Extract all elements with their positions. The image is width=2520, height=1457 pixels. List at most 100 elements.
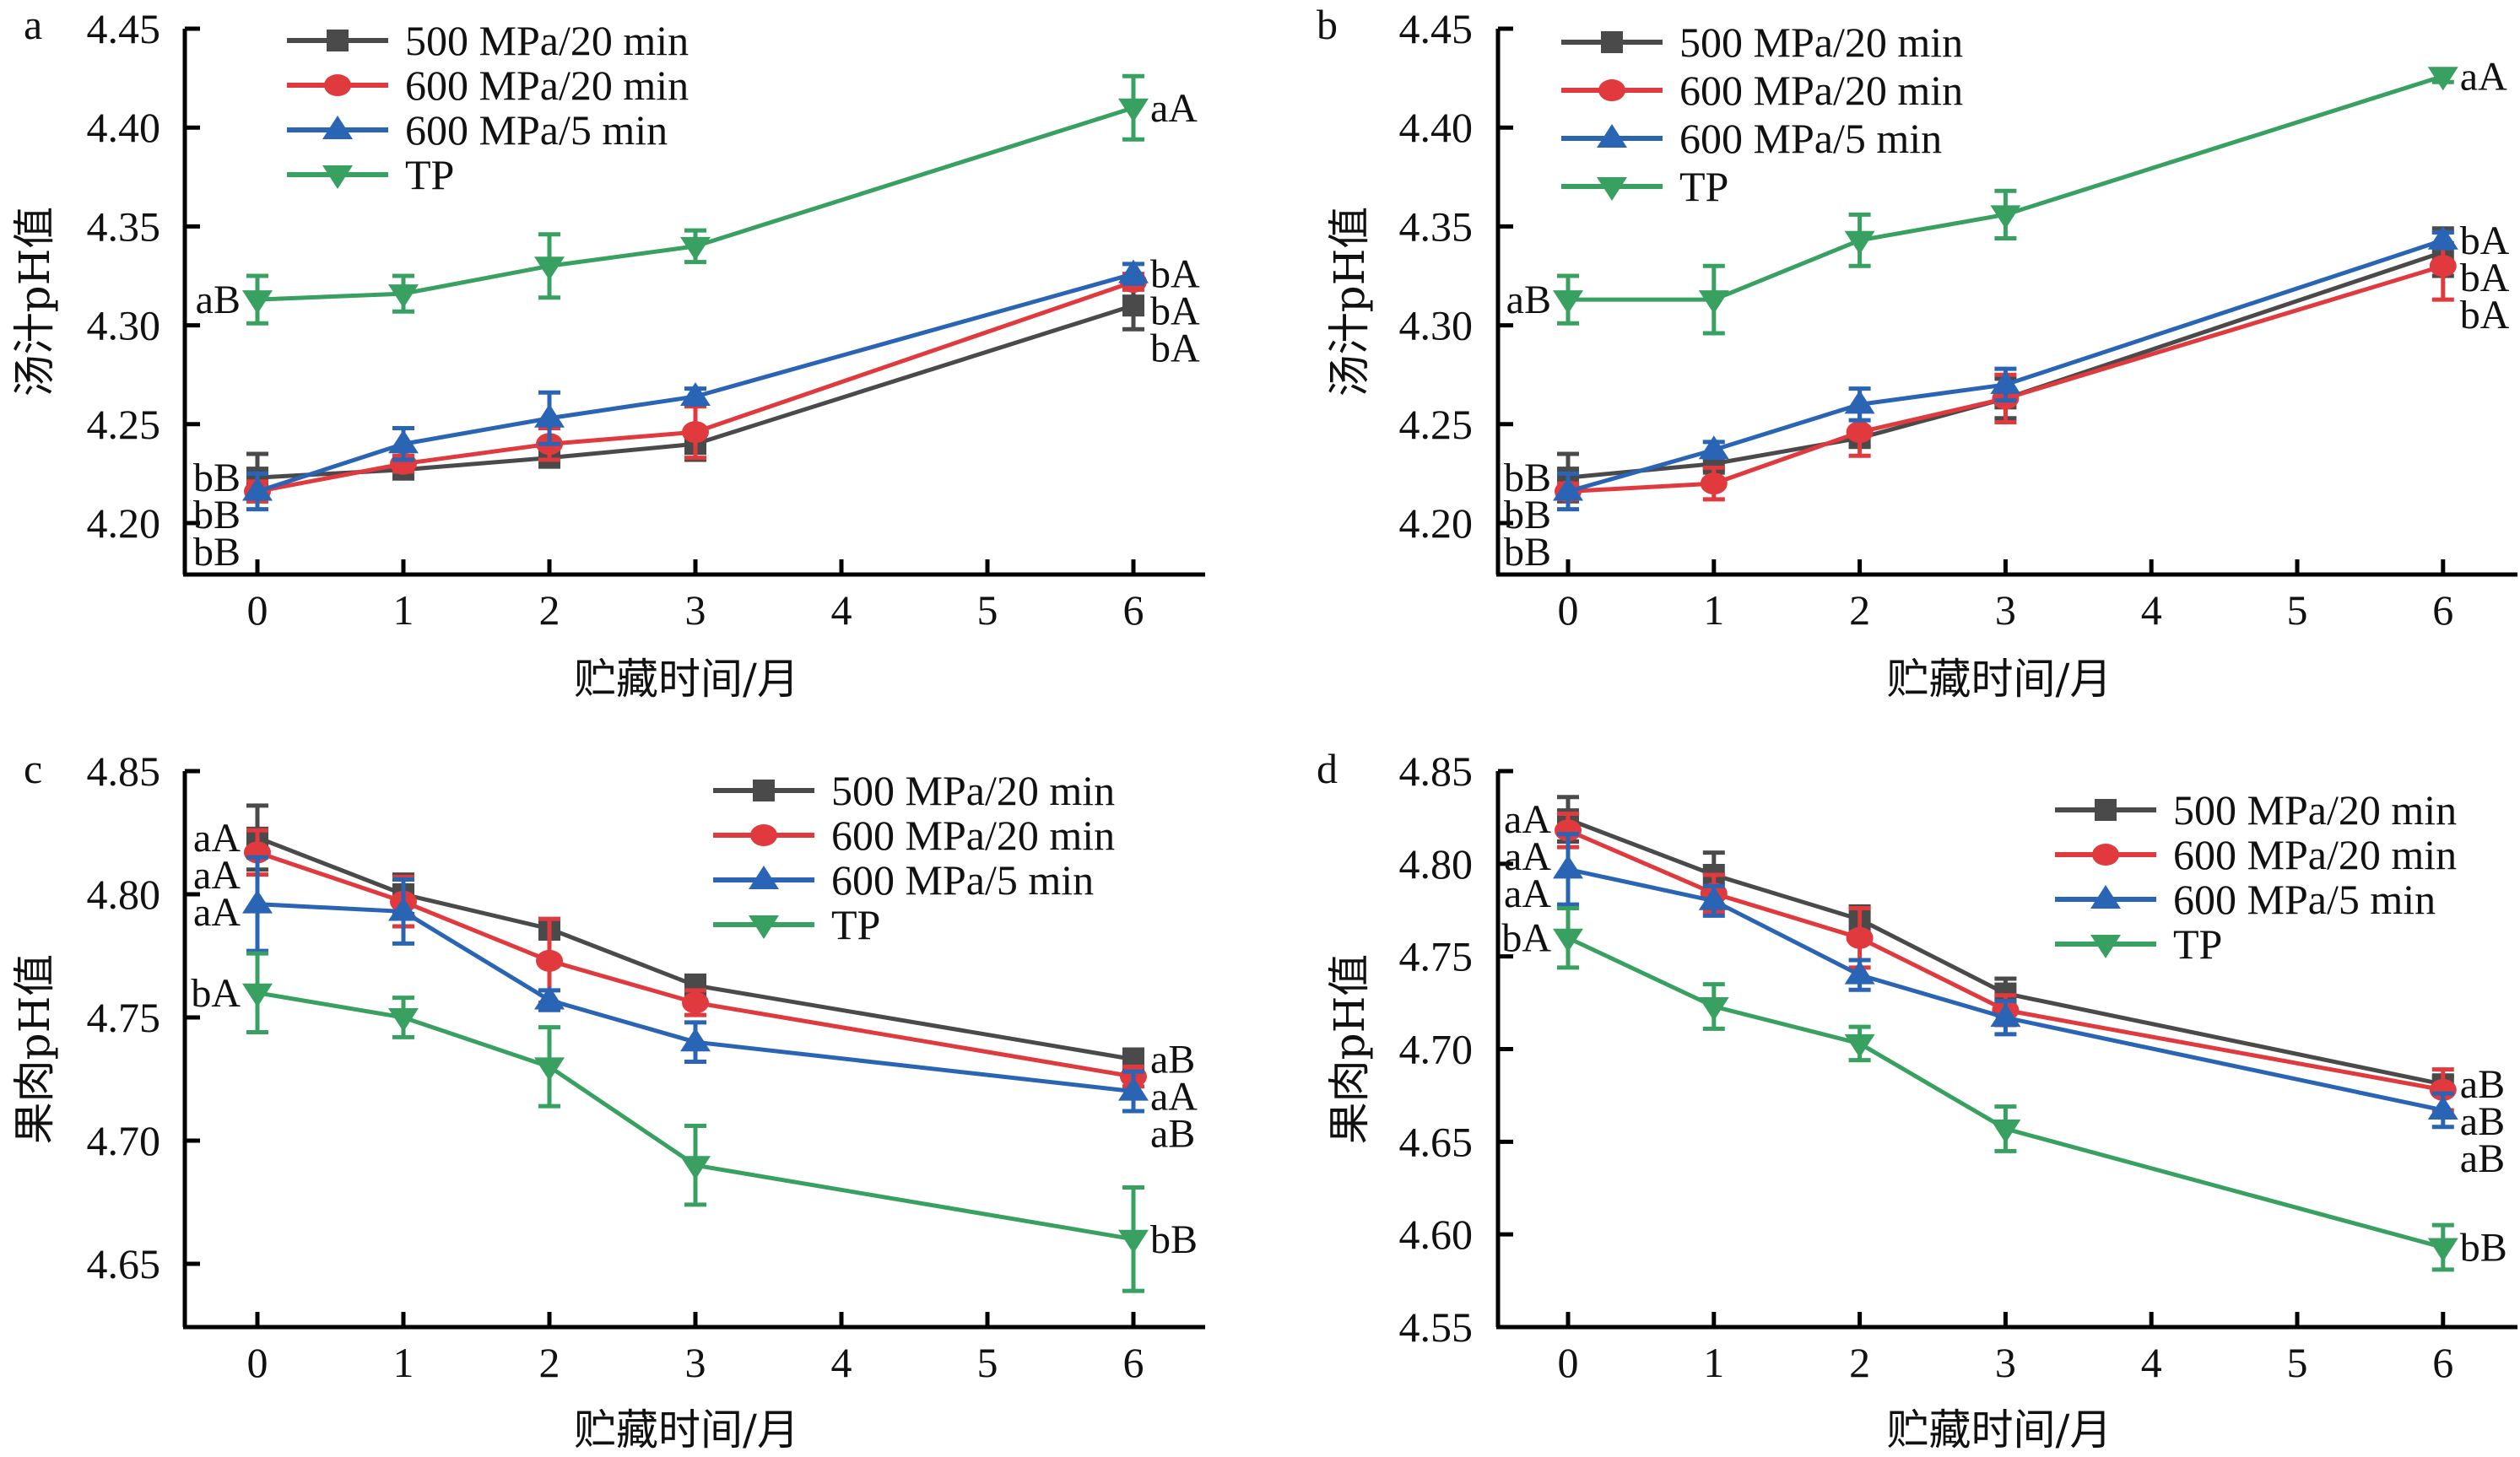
panel-letter: c [24, 745, 42, 792]
legend-marker [322, 165, 353, 189]
significance-label: bB [193, 530, 241, 575]
panel-letter: b [1317, 1, 1338, 48]
significance-label: bB [193, 456, 241, 500]
legend-marker [750, 824, 777, 846]
data-point [2429, 255, 2457, 278]
data-point [680, 236, 711, 261]
significance-label: aA [1150, 1075, 1198, 1120]
data-point [1698, 435, 1729, 460]
x-axis-title: 贮藏时间/月 [574, 1406, 799, 1454]
data-point [388, 897, 419, 921]
significance-label: aB [196, 278, 241, 322]
significance-label: bB [1150, 1217, 1198, 1262]
series-600-mpa-5-min [1553, 832, 2458, 1130]
data-point [242, 983, 273, 1007]
x-tick-label: 3 [1995, 1339, 2016, 1386]
chart-panel-a: a 4.20 4.25 4.30 4.35 4.40 4.45 0 1 2 3 4 5 6 贮藏时间/月 汤汁… [10, 1, 1205, 704]
y-tick-label: 4.75 [1399, 933, 1474, 980]
y-tick-label: 4.35 [1399, 202, 1474, 250]
data-point [534, 985, 565, 1010]
significance-label: bA [2460, 293, 2510, 337]
significance-label: bA [2460, 256, 2510, 300]
data-point [388, 429, 419, 454]
y-tick-label: 4.40 [87, 104, 161, 151]
data-point [1553, 928, 1583, 952]
legend-label: 500 MPa/20 min [831, 767, 1115, 814]
x-tick-label: 0 [247, 586, 268, 634]
data-point [680, 1156, 711, 1180]
data-point [536, 949, 563, 972]
data-point [2427, 67, 2458, 91]
data-point [1990, 1119, 2021, 1143]
x-tick-label: 2 [1849, 1339, 1870, 1386]
y-tick-label: 4.65 [1399, 1118, 1474, 1165]
legend-label: TP [405, 151, 454, 198]
legend-label: 500 MPa/20 min [2173, 786, 2457, 834]
y-tick-label: 4.85 [87, 747, 161, 795]
data-point [1118, 1077, 1149, 1101]
series-tp [242, 951, 1149, 1293]
data-point [534, 256, 565, 281]
x-tick-label: 3 [685, 586, 706, 634]
data-point [1122, 294, 1144, 317]
data-point [1846, 926, 1874, 949]
data-point [1698, 886, 1729, 910]
data-point [1698, 290, 1729, 315]
significance-label: bA [1150, 252, 1200, 297]
legend-marker [1597, 124, 1627, 148]
y-tick-label: 4.40 [1399, 104, 1474, 151]
x-tick-label: 3 [1995, 586, 2016, 634]
significance-label: bA [2460, 219, 2510, 263]
data-point [1844, 1033, 1875, 1058]
data-point [534, 1057, 565, 1082]
data-point [682, 421, 709, 444]
significance-label: aB [1150, 1112, 1195, 1157]
y-tick-label: 4.20 [87, 499, 161, 547]
significance-label: aB [2460, 1062, 2505, 1107]
significance-label: aA [1150, 86, 1198, 131]
x-tick-label: 4 [2141, 1339, 2162, 1386]
significance-label: bB [1504, 530, 1551, 575]
x-tick-label: 5 [977, 586, 998, 634]
significance-label: aA [2460, 54, 2507, 99]
y-axis-title: 果肉pH值 [1325, 954, 1374, 1145]
significance-label: bB [193, 493, 241, 537]
x-tick-label: 4 [2141, 586, 2162, 634]
data-point [242, 290, 273, 315]
significance-label: bA [1150, 289, 1200, 334]
y-tick-label: 4.25 [1399, 401, 1474, 448]
legend-marker [2090, 935, 2121, 958]
y-tick-label: 4.35 [87, 202, 161, 250]
significance-label: bB [2460, 1226, 2507, 1271]
data-point [534, 403, 565, 428]
significance-label: bA [1150, 326, 1200, 371]
panel-letter: a [24, 1, 42, 48]
data-point [2427, 225, 2458, 250]
y-tick-label: 4.25 [87, 401, 161, 448]
data-point [680, 1028, 711, 1052]
data-point [242, 889, 273, 914]
x-axis-title: 贮藏时间/月 [1887, 1406, 2112, 1454]
data-point [2427, 1095, 2458, 1120]
legend-marker [1597, 177, 1627, 201]
legend-label: 600 MPa/20 min [405, 62, 689, 109]
series-600-mpa-5-min [1553, 225, 2458, 512]
data-point [1990, 205, 2021, 229]
x-tick-label: 0 [1558, 586, 1579, 634]
y-tick-label: 4.45 [87, 5, 161, 52]
x-tick-label: 1 [393, 1339, 414, 1386]
legend-label: 600 MPa/20 min [1679, 67, 1963, 114]
series-tp [242, 73, 1149, 326]
data-point [1118, 1229, 1149, 1254]
significance-label: aA [193, 853, 241, 898]
x-axis-title: 贮藏时间/月 [1887, 655, 2112, 704]
data-point [1698, 996, 1729, 1021]
x-tick-label: 5 [2287, 1339, 2308, 1386]
data-point [1553, 477, 1583, 501]
legend-label: 600 MPa/5 min [1679, 115, 1942, 162]
y-tick-label: 4.30 [87, 302, 161, 349]
legend-marker [324, 74, 351, 96]
legend-marker [2092, 844, 2119, 866]
x-tick-label: 4 [831, 586, 852, 634]
y-axis-title: 果肉pH值 [10, 954, 59, 1145]
